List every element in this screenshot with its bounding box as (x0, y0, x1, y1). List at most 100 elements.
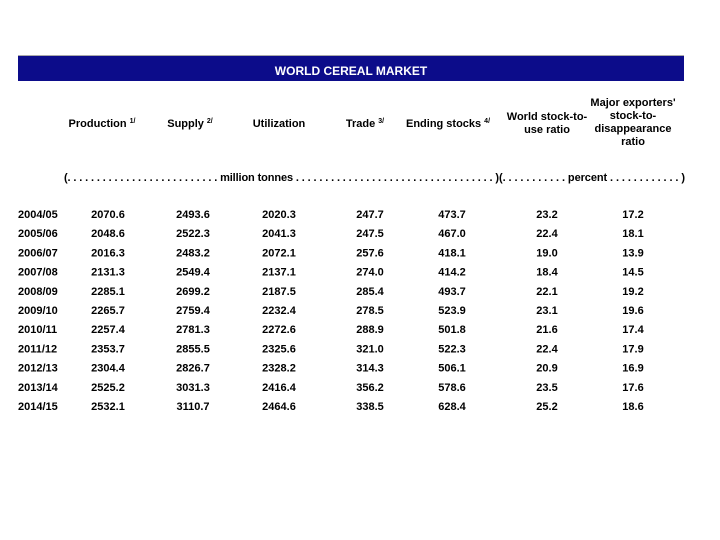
cell: 20.9 (536, 363, 557, 375)
cell: 506.1 (438, 363, 466, 375)
cell: 19.2 (622, 286, 643, 298)
cell: 247.5 (356, 228, 384, 240)
cell: 578.6 (438, 382, 466, 394)
cell: 321.0 (356, 343, 384, 355)
cell: 25.2 (536, 401, 557, 413)
cell: 257.6 (356, 247, 384, 259)
cell: 418.1 (438, 247, 466, 259)
cell: 414.2 (438, 267, 466, 279)
row-label: 2006/07 (18, 247, 58, 259)
cell: 22.4 (536, 343, 558, 355)
cell: 247.7 (356, 209, 384, 221)
cell: 2232.4 (262, 305, 297, 317)
cell: 2699.2 (176, 286, 210, 298)
cell: 18.4 (536, 267, 558, 279)
footnote-ref: 2/ (207, 118, 213, 125)
header-label: Supply (167, 118, 205, 130)
cell: 17.2 (622, 209, 643, 221)
cell: 2759.4 (176, 305, 211, 317)
cell: 493.7 (438, 286, 466, 298)
unit-label: (. . . . . . . . . . . percent . . . . .… (499, 172, 685, 184)
cell: 2781.3 (176, 324, 210, 336)
row-label: 2009/10 (18, 305, 58, 317)
cell: 22.1 (536, 286, 557, 298)
cell: 2522.3 (176, 228, 210, 240)
cell: 14.5 (622, 267, 643, 279)
footnote-ref: 1/ (130, 118, 136, 125)
row-label: 2008/09 (18, 286, 58, 298)
cell: 23.2 (536, 209, 557, 221)
header-line: Major exporters' (590, 97, 676, 109)
row-label: 2014/15 (18, 401, 58, 413)
cell: 2328.2 (262, 363, 296, 375)
header-line: stock-to- (610, 110, 657, 122)
cell: 17.9 (622, 343, 643, 355)
cell: 23.1 (536, 305, 557, 317)
header-label: Trade (346, 118, 375, 130)
cell: 467.0 (438, 228, 466, 240)
header-line: World stock-to- (507, 111, 588, 123)
row-label: 2011/12 (18, 343, 57, 355)
header-label: Utilization (253, 118, 306, 130)
cell: 2137.1 (262, 267, 296, 279)
column-header: Trade 3/ (346, 118, 384, 130)
cell: 2826.7 (176, 363, 210, 375)
column-header: Utilization (253, 118, 306, 130)
cell: 274.0 (356, 267, 384, 279)
cell: 2304.4 (91, 363, 126, 375)
cell: 2525.2 (91, 382, 125, 394)
cell: 288.9 (356, 324, 384, 336)
row-label: 2005/06 (18, 228, 58, 240)
cell: 2072.1 (262, 247, 296, 259)
cell: 3110.7 (176, 401, 209, 413)
cell: 22.4 (536, 228, 558, 240)
cell: 2131.3 (91, 267, 125, 279)
cell: 17.4 (622, 324, 644, 336)
row-label: 2012/13 (18, 363, 58, 375)
cell: 16.9 (622, 363, 643, 375)
cell: 628.4 (438, 401, 466, 413)
cell: 19.6 (622, 305, 643, 317)
cell: 18.6 (622, 401, 643, 413)
column-header: Supply 2/ (167, 118, 213, 130)
cell: 2272.6 (262, 324, 296, 336)
cell: 2325.6 (262, 343, 296, 355)
cell: 314.3 (356, 363, 384, 375)
header-label: Ending stocks (406, 118, 481, 130)
column-header: Production 1/ (69, 118, 136, 130)
cell: 285.4 (356, 286, 384, 298)
cell: 278.5 (356, 305, 384, 317)
cell: 2493.6 (176, 209, 210, 221)
column-header: World stock-to-use ratio (507, 111, 588, 136)
cell: 2016.3 (91, 247, 125, 259)
cell: 2464.6 (262, 401, 296, 413)
cell: 2285.1 (91, 286, 125, 298)
cell: 3031.3 (176, 382, 210, 394)
cell: 23.5 (536, 382, 557, 394)
row-label: 2004/05 (18, 209, 58, 221)
cell: 2070.6 (91, 209, 125, 221)
cell: 19.0 (536, 247, 557, 259)
cell: 2353.7 (91, 343, 125, 355)
row-label: 2010/11 (18, 324, 57, 336)
cell: 2416.4 (262, 382, 297, 394)
cell: 2549.4 (176, 267, 211, 279)
cell: 522.3 (438, 343, 466, 355)
row-label: 2007/08 (18, 267, 58, 279)
cell: 2265.7 (91, 305, 125, 317)
header-line: ratio (621, 136, 645, 148)
cell: 2855.5 (176, 343, 210, 355)
column-header: Major exporters' stock-to-disappearance ra… (590, 97, 676, 148)
cell: 2483.2 (176, 247, 210, 259)
cell: 17.6 (622, 382, 643, 394)
cell: 13.9 (622, 247, 643, 259)
cell: 338.5 (356, 401, 384, 413)
header-label: Production (69, 118, 127, 130)
cell: 18.1 (622, 228, 643, 240)
cell: 2048.6 (91, 228, 125, 240)
header-line: use ratio (524, 124, 570, 136)
cell: 501.8 (438, 324, 466, 336)
cell: 21.6 (536, 324, 557, 336)
